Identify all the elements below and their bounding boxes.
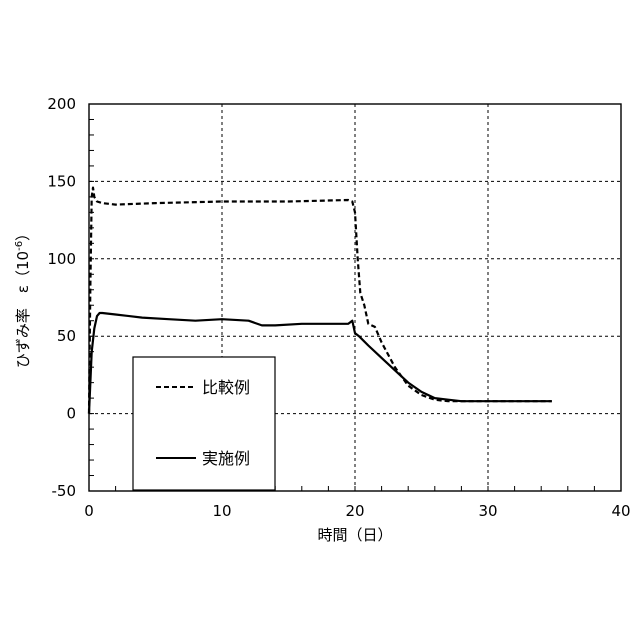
legend-box (133, 357, 275, 490)
legend-label-comparative: 比較例 (202, 378, 250, 397)
legend-label-example: 実施例 (202, 449, 250, 468)
y-tick-label: 200 (47, 95, 76, 113)
x-tick-label: 30 (478, 502, 497, 520)
y-axis-title-close: ） (14, 226, 32, 241)
x-tick-label: 20 (345, 502, 364, 520)
x-tick-label: 40 (611, 502, 630, 520)
legend: 比較例 実施例 (133, 357, 275, 490)
y-axis-title-main: ひずみ率 ε（10 (14, 251, 32, 368)
x-tick-label: 0 (84, 502, 94, 520)
y-tick-label: 50 (57, 327, 76, 345)
y-tick-label: 150 (47, 172, 76, 190)
x-tick-label: 10 (212, 502, 231, 520)
y-tick-label: -50 (52, 482, 77, 500)
x-axis-title: 時間（日） (317, 526, 392, 544)
y-tick-label: 0 (66, 405, 76, 423)
y-axis-title-exponent: -6 (14, 241, 25, 251)
y-tick-label: 100 (47, 250, 76, 268)
